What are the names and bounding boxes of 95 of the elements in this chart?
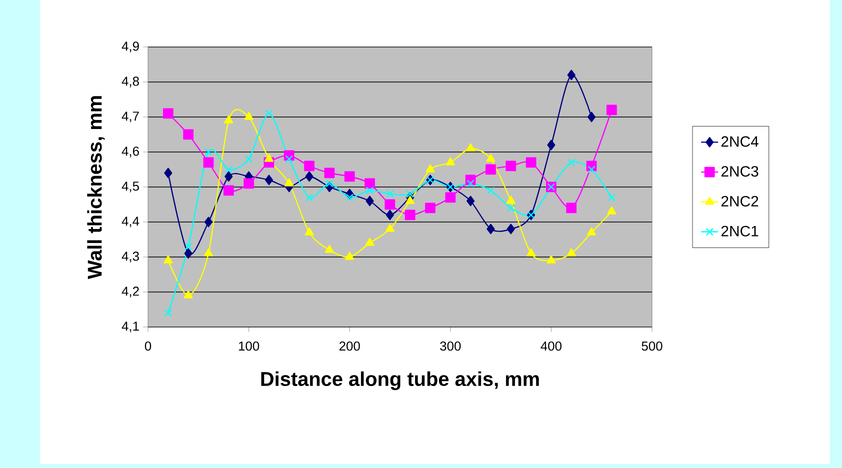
point <box>162 108 174 119</box>
point <box>164 255 173 264</box>
y-tick-label: 4,8 <box>122 76 139 88</box>
point <box>486 186 495 194</box>
point <box>365 238 374 246</box>
point <box>264 154 274 162</box>
point <box>304 227 314 236</box>
point <box>526 248 536 256</box>
x-tick-label: 200 <box>339 341 360 351</box>
point <box>204 216 213 228</box>
point <box>507 204 515 212</box>
point <box>184 248 192 259</box>
x-tick-label: 300 <box>440 341 461 351</box>
point <box>204 248 214 256</box>
point <box>446 157 455 166</box>
point <box>324 168 335 178</box>
legend-label: 2NC1 <box>721 226 758 236</box>
point <box>385 224 394 232</box>
point <box>466 143 476 152</box>
point <box>506 160 516 172</box>
point <box>526 157 536 168</box>
point <box>305 194 314 202</box>
y-tick-label: 4,1 <box>122 322 139 332</box>
point <box>404 210 416 220</box>
point <box>587 112 596 122</box>
point <box>606 104 617 116</box>
point <box>345 252 354 260</box>
point <box>224 166 232 174</box>
point <box>164 309 172 317</box>
point <box>466 196 475 206</box>
point <box>406 196 415 204</box>
y-axis-title: Wall thickness, mm <box>87 96 105 280</box>
point <box>486 154 496 162</box>
point <box>264 174 274 186</box>
point <box>607 206 616 214</box>
x-tick-label: 100 <box>238 341 260 351</box>
y-tick-label: 4,7 <box>122 112 139 122</box>
point <box>366 196 374 206</box>
point <box>284 178 294 186</box>
point <box>324 244 334 253</box>
point <box>466 180 474 188</box>
x-tick-label: 0 <box>144 341 152 351</box>
point <box>445 192 456 203</box>
point <box>304 160 314 172</box>
point <box>285 155 293 163</box>
point <box>326 180 334 188</box>
point <box>546 255 556 264</box>
legend-label: 2NC3 <box>721 166 758 177</box>
point <box>486 164 496 175</box>
y-tick-label: 4,4 <box>122 216 140 228</box>
point <box>486 224 495 234</box>
point <box>244 112 254 120</box>
legend-label: 2NC2 <box>721 196 758 207</box>
point <box>344 171 355 182</box>
point <box>547 140 556 150</box>
point <box>305 171 314 182</box>
point <box>265 110 273 118</box>
x-axis-title: Distance along tube axis, mm <box>261 371 539 390</box>
point <box>608 194 616 202</box>
point <box>386 210 394 220</box>
point <box>184 290 193 298</box>
point <box>568 158 576 166</box>
point <box>184 242 192 250</box>
point <box>164 168 172 178</box>
y-tick-label: 4,5 <box>122 182 139 192</box>
legend-label: 2NC4 <box>721 136 758 147</box>
point <box>506 224 515 234</box>
point <box>224 171 233 182</box>
point <box>244 178 254 189</box>
point <box>364 178 375 189</box>
point <box>223 185 234 196</box>
y-tick-label: 4,6 <box>122 146 139 158</box>
point <box>426 164 435 172</box>
point <box>586 227 596 236</box>
point <box>506 196 516 204</box>
y-tick-label: 4,9 <box>122 42 139 52</box>
x-tick-label: 500 <box>642 341 662 351</box>
point <box>183 129 194 140</box>
point <box>425 202 436 214</box>
point <box>224 115 234 124</box>
x-tick-label: 400 <box>540 341 562 351</box>
point <box>566 248 576 256</box>
point <box>406 190 414 198</box>
y-tick-label: 4,2 <box>122 286 139 298</box>
point <box>588 166 596 174</box>
point <box>204 148 212 156</box>
point <box>346 194 354 202</box>
point <box>386 190 394 198</box>
point <box>244 155 253 163</box>
point <box>366 186 374 194</box>
y-tick-label: 4,3 <box>122 252 139 262</box>
point <box>203 157 214 168</box>
point <box>384 199 396 210</box>
point <box>566 202 577 214</box>
point <box>567 70 576 80</box>
